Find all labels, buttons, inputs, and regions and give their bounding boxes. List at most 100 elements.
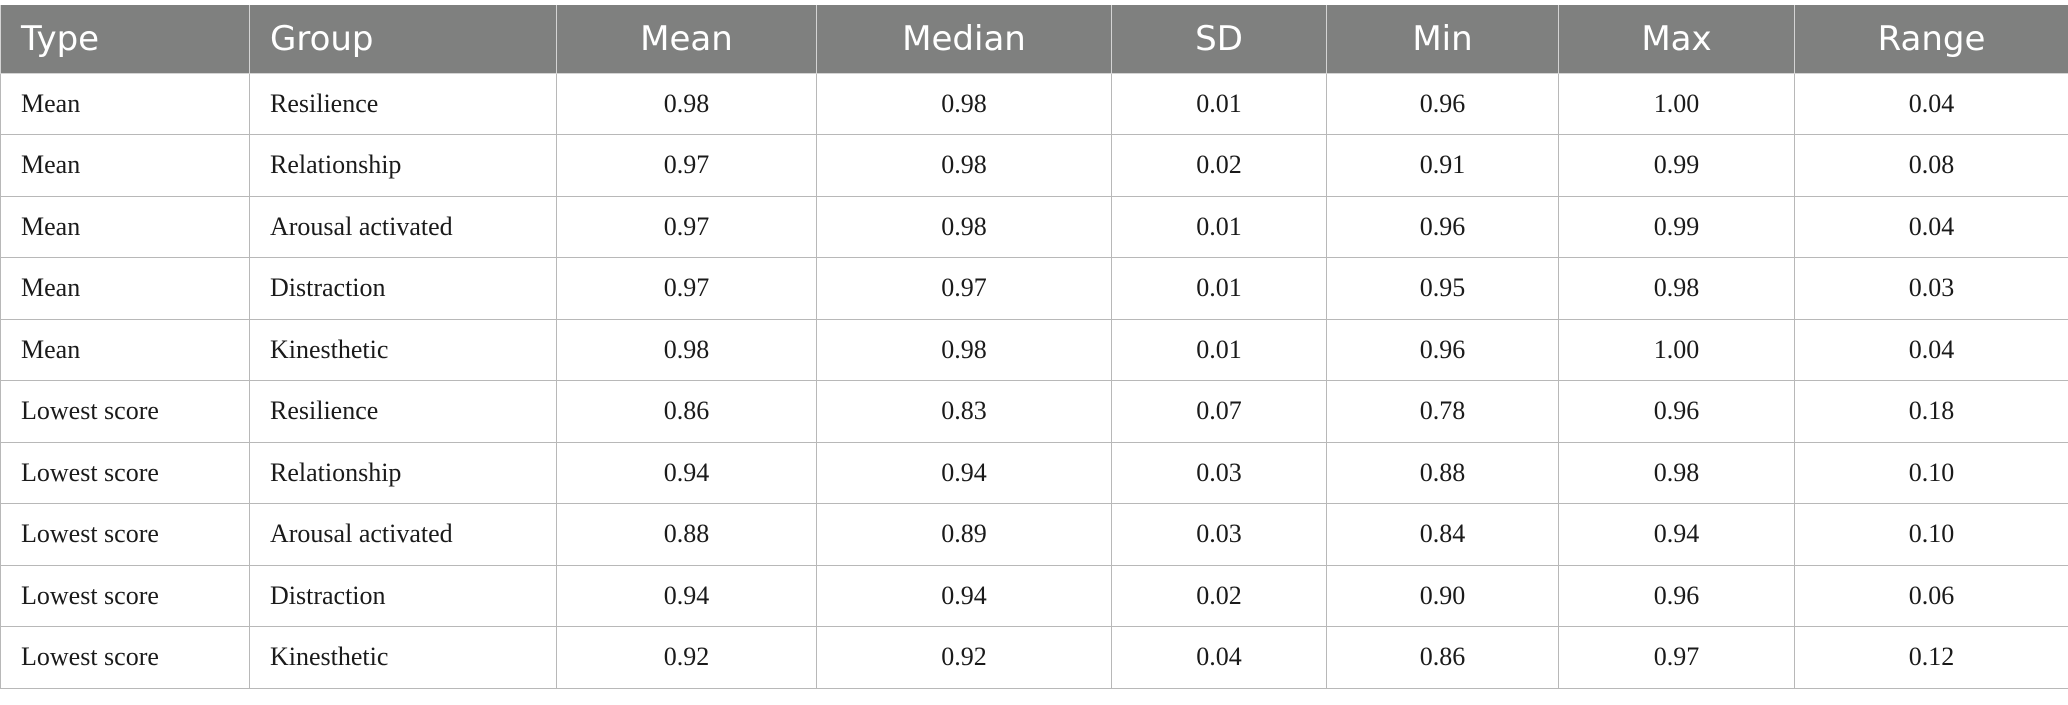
min-cell: 0.91 bbox=[1326, 134, 1559, 197]
range-cell: 0.12 bbox=[1794, 626, 2068, 689]
table-row: Lowest score Relationship 0.94 0.94 0.03 0.88… bbox=[0, 441, 2068, 504]
group-cell: Resilience bbox=[249, 72, 557, 135]
min-cell: 0.86 bbox=[1326, 626, 1559, 689]
type-cell: Mean bbox=[0, 134, 250, 197]
group-cell: Arousal activated bbox=[249, 503, 557, 566]
mean-cell: 0.97 bbox=[556, 134, 817, 197]
group-cell: Arousal activated bbox=[249, 195, 557, 258]
range-cell: 0.04 bbox=[1794, 195, 2068, 258]
column-header-sd: SD bbox=[1111, 5, 1327, 74]
mean-cell: 0.98 bbox=[556, 318, 817, 381]
median-cell: 0.89 bbox=[816, 503, 1112, 566]
min-cell: 0.96 bbox=[1326, 72, 1559, 135]
range-cell: 0.04 bbox=[1794, 318, 2068, 381]
median-cell: 0.94 bbox=[816, 441, 1112, 504]
group-cell: Resilience bbox=[249, 380, 557, 443]
median-cell: 0.94 bbox=[816, 564, 1112, 627]
max-cell: 0.98 bbox=[1558, 441, 1795, 504]
max-cell: 0.97 bbox=[1558, 626, 1795, 689]
max-cell: 1.00 bbox=[1558, 72, 1795, 135]
column-header-range: Range bbox=[1794, 5, 2068, 74]
column-header-type: Type bbox=[0, 5, 250, 74]
min-cell: 0.90 bbox=[1326, 564, 1559, 627]
table-row: Mean Distraction 0.97 0.97 0.01 0.95 0.98 0.03 bbox=[0, 257, 2068, 320]
median-cell: 0.83 bbox=[816, 380, 1112, 443]
group-cell: Relationship bbox=[249, 441, 557, 504]
sd-cell: 0.02 bbox=[1111, 564, 1327, 627]
column-header-mean: Mean bbox=[556, 5, 817, 74]
median-cell: 0.97 bbox=[816, 257, 1112, 320]
min-cell: 0.78 bbox=[1326, 380, 1559, 443]
min-cell: 0.95 bbox=[1326, 257, 1559, 320]
group-cell: Relationship bbox=[249, 134, 557, 197]
min-cell: 0.96 bbox=[1326, 195, 1559, 258]
min-cell: 0.84 bbox=[1326, 503, 1559, 566]
table-row: Mean Kinesthetic 0.98 0.98 0.01 0.96 1.00 0.04 bbox=[0, 318, 2068, 381]
median-cell: 0.98 bbox=[816, 134, 1112, 197]
max-cell: 0.96 bbox=[1558, 564, 1795, 627]
sd-cell: 0.01 bbox=[1111, 257, 1327, 320]
sd-cell: 0.01 bbox=[1111, 318, 1327, 381]
mean-cell: 0.94 bbox=[556, 441, 817, 504]
table-row: Mean Relationship 0.97 0.98 0.02 0.91 0.99 0.08 bbox=[0, 134, 2068, 197]
type-cell: Mean bbox=[0, 318, 250, 381]
median-cell: 0.98 bbox=[816, 318, 1112, 381]
table-header: Type Group Mean Median SD Min Max Range bbox=[0, 5, 2068, 74]
mean-cell: 0.88 bbox=[556, 503, 817, 566]
sd-cell: 0.01 bbox=[1111, 195, 1327, 258]
sd-cell: 0.03 bbox=[1111, 441, 1327, 504]
group-cell: Kinesthetic bbox=[249, 318, 557, 381]
mean-cell: 0.97 bbox=[556, 257, 817, 320]
mean-cell: 0.98 bbox=[556, 72, 817, 135]
type-cell: Lowest score bbox=[0, 564, 250, 627]
statistics-table-container: Type Group Mean Median SD Min Max Range … bbox=[0, 5, 2068, 689]
range-cell: 0.03 bbox=[1794, 257, 2068, 320]
max-cell: 0.96 bbox=[1558, 380, 1795, 443]
min-cell: 0.88 bbox=[1326, 441, 1559, 504]
type-cell: Lowest score bbox=[0, 441, 250, 504]
table-row: Lowest score Kinesthetic 0.92 0.92 0.04 0.86 0… bbox=[0, 626, 2068, 689]
statistics-table: Type Group Mean Median SD Min Max Range … bbox=[0, 5, 2068, 689]
max-cell: 1.00 bbox=[1558, 318, 1795, 381]
type-cell: Lowest score bbox=[0, 626, 250, 689]
column-header-group: Group bbox=[249, 5, 557, 74]
header-row: Type Group Mean Median SD Min Max Range bbox=[0, 5, 2068, 74]
sd-cell: 0.07 bbox=[1111, 380, 1327, 443]
median-cell: 0.98 bbox=[816, 195, 1112, 258]
range-cell: 0.04 bbox=[1794, 72, 2068, 135]
type-cell: Mean bbox=[0, 257, 250, 320]
type-cell: Mean bbox=[0, 195, 250, 258]
max-cell: 0.98 bbox=[1558, 257, 1795, 320]
min-cell: 0.96 bbox=[1326, 318, 1559, 381]
mean-cell: 0.97 bbox=[556, 195, 817, 258]
column-header-max: Max bbox=[1558, 5, 1795, 74]
median-cell: 0.98 bbox=[816, 72, 1112, 135]
table-body: Mean Resilience 0.98 0.98 0.01 0.96 1.00 0.04 Me… bbox=[0, 72, 2068, 689]
type-cell: Lowest score bbox=[0, 380, 250, 443]
table-row: Mean Resilience 0.98 0.98 0.01 0.96 1.00 0.04 bbox=[0, 72, 2068, 135]
column-header-median: Median bbox=[816, 5, 1112, 74]
range-cell: 0.06 bbox=[1794, 564, 2068, 627]
column-header-min: Min bbox=[1326, 5, 1559, 74]
median-cell: 0.92 bbox=[816, 626, 1112, 689]
range-cell: 0.10 bbox=[1794, 503, 2068, 566]
type-cell: Mean bbox=[0, 72, 250, 135]
table-row: Lowest score Resilience 0.86 0.83 0.07 0.78 0.… bbox=[0, 380, 2068, 443]
mean-cell: 0.94 bbox=[556, 564, 817, 627]
group-cell: Distraction bbox=[249, 564, 557, 627]
range-cell: 0.10 bbox=[1794, 441, 2068, 504]
range-cell: 0.08 bbox=[1794, 134, 2068, 197]
table-row: Lowest score Arousal activated 0.88 0.89 0.0… bbox=[0, 503, 2068, 566]
type-cell: Lowest score bbox=[0, 503, 250, 566]
sd-cell: 0.03 bbox=[1111, 503, 1327, 566]
range-cell: 0.18 bbox=[1794, 380, 2068, 443]
table-row: Lowest score Distraction 0.94 0.94 0.02 0.90 0… bbox=[0, 564, 2068, 627]
table-row: Mean Arousal activated 0.97 0.98 0.01 0.96 0.9… bbox=[0, 195, 2068, 258]
mean-cell: 0.92 bbox=[556, 626, 817, 689]
max-cell: 0.99 bbox=[1558, 195, 1795, 258]
group-cell: Kinesthetic bbox=[249, 626, 557, 689]
sd-cell: 0.04 bbox=[1111, 626, 1327, 689]
max-cell: 0.94 bbox=[1558, 503, 1795, 566]
sd-cell: 0.01 bbox=[1111, 72, 1327, 135]
sd-cell: 0.02 bbox=[1111, 134, 1327, 197]
